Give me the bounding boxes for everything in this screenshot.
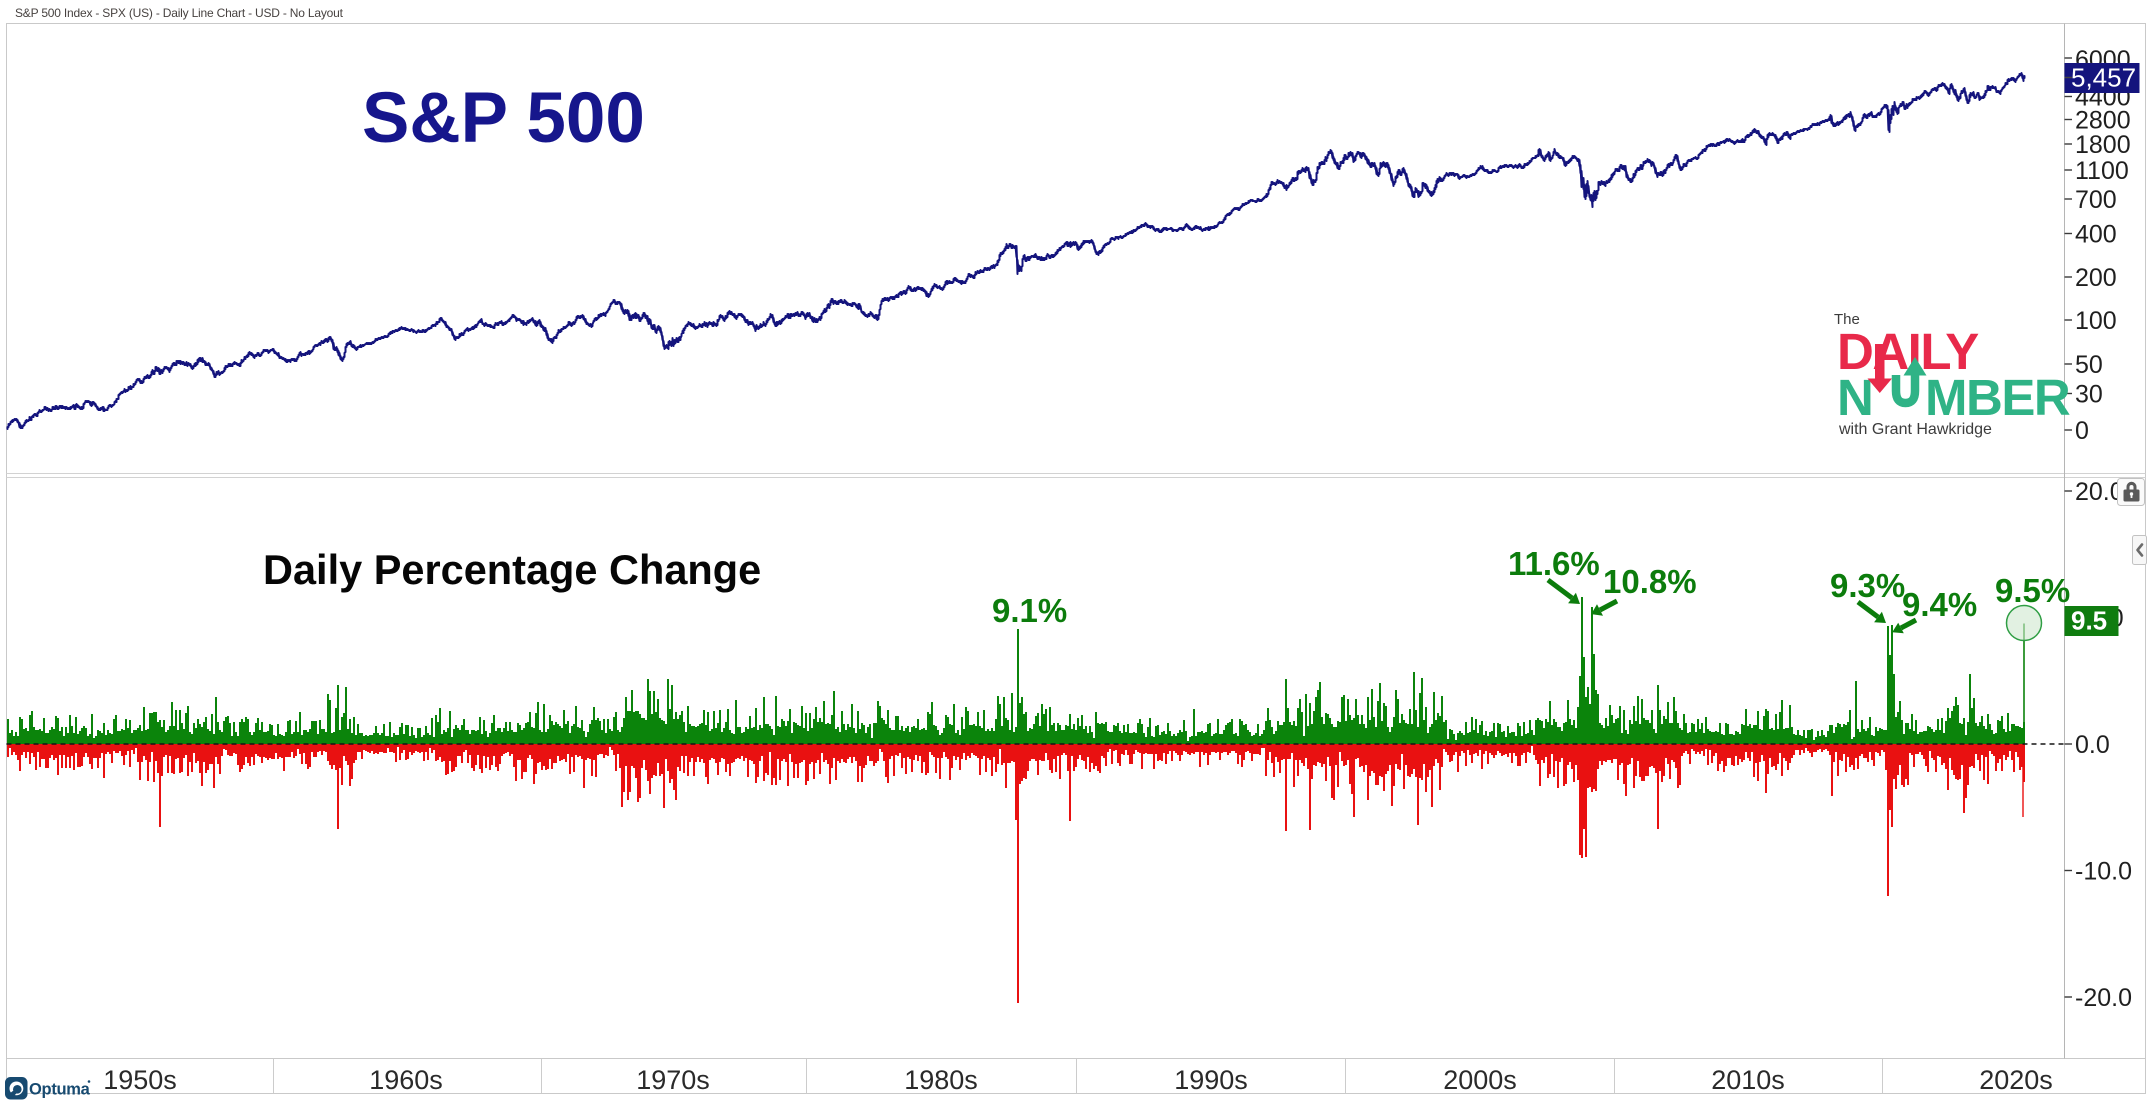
svg-text:2010s: 2010s — [1711, 1065, 1785, 1095]
svg-text:9.5: 9.5 — [2071, 606, 2107, 636]
svg-text:1100: 1100 — [2075, 157, 2129, 185]
svg-text:10.8%: 10.8% — [1603, 563, 1697, 600]
svg-text:N: N — [1837, 369, 1872, 426]
svg-text:1980s: 1980s — [904, 1065, 978, 1095]
svg-text:50: 50 — [2075, 351, 2103, 379]
svg-text:1990s: 1990s — [1174, 1065, 1248, 1095]
svg-text:MBER: MBER — [1925, 369, 2070, 426]
svg-text:S&P 500: S&P 500 — [362, 79, 645, 158]
svg-text:400: 400 — [2075, 221, 2117, 249]
svg-text:0: 0 — [2075, 417, 2089, 445]
svg-text:11.6%: 11.6% — [1508, 545, 1600, 582]
svg-text:30: 30 — [2075, 381, 2103, 409]
svg-text:2800: 2800 — [2075, 107, 2131, 135]
svg-text:100: 100 — [2075, 307, 2117, 335]
svg-text:-20.0: -20.0 — [2075, 984, 2132, 1012]
svg-text:200: 200 — [2075, 264, 2117, 292]
svg-text:1970s: 1970s — [636, 1065, 710, 1095]
svg-text:Daily Percentage Change: Daily Percentage Change — [263, 546, 761, 593]
svg-text:9.4%: 9.4% — [1902, 586, 1977, 623]
svg-text:1960s: 1960s — [369, 1065, 443, 1095]
svg-text:-10.0: -10.0 — [2075, 858, 2132, 886]
svg-text:The: The — [1834, 311, 1860, 328]
svg-text:with Grant Hawkridge: with Grant Hawkridge — [1838, 421, 1992, 438]
svg-text:Optuma: Optuma — [29, 1081, 91, 1099]
svg-text:0.0: 0.0 — [2075, 731, 2110, 759]
svg-text:5,457: 5,457 — [2071, 63, 2136, 93]
svg-text:9.5%: 9.5% — [1995, 572, 2070, 609]
svg-text:20.0: 20.0 — [2075, 478, 2124, 506]
svg-text:1950s: 1950s — [103, 1065, 177, 1095]
svg-text:700: 700 — [2075, 186, 2117, 214]
svg-text:9.1%: 9.1% — [992, 592, 1067, 629]
svg-text:1800: 1800 — [2075, 131, 2131, 159]
svg-text:2000s: 2000s — [1443, 1065, 1517, 1095]
svg-text:2020s: 2020s — [1979, 1065, 2053, 1095]
svg-text:S&P 500 Index - SPX (US) - Dai: S&P 500 Index - SPX (US) - Daily Line Ch… — [15, 6, 344, 20]
svg-text:9.3%: 9.3% — [1830, 567, 1905, 604]
